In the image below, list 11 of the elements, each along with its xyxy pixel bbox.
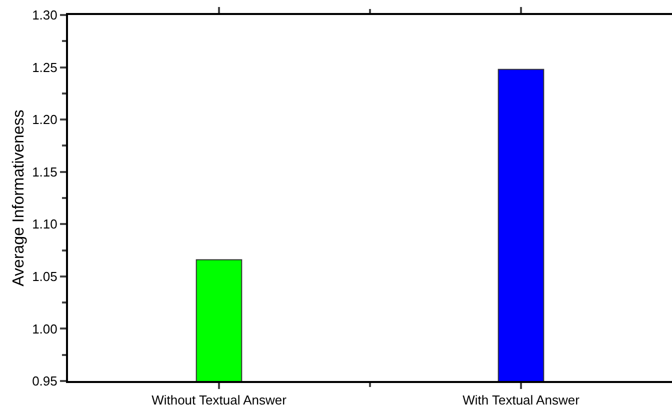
y-tick-label: 1.10 <box>32 216 58 232</box>
y-tick-label: 1.15 <box>32 164 58 180</box>
x-tick-label: Without Textual Answer <box>152 392 288 408</box>
y-tick-label: 1.25 <box>32 60 58 75</box>
y-tick-label: 1.05 <box>32 268 58 284</box>
x-tick-label: With Textual Answer <box>462 392 580 408</box>
y-axis-title: Average Informativeness <box>10 110 28 286</box>
y-tick-label: 1.20 <box>32 112 58 128</box>
y-tick-label: 1.30 <box>32 8 58 23</box>
y-tick-label: 1.00 <box>32 321 58 336</box>
y-tick-label: 0.95 <box>32 374 58 389</box>
